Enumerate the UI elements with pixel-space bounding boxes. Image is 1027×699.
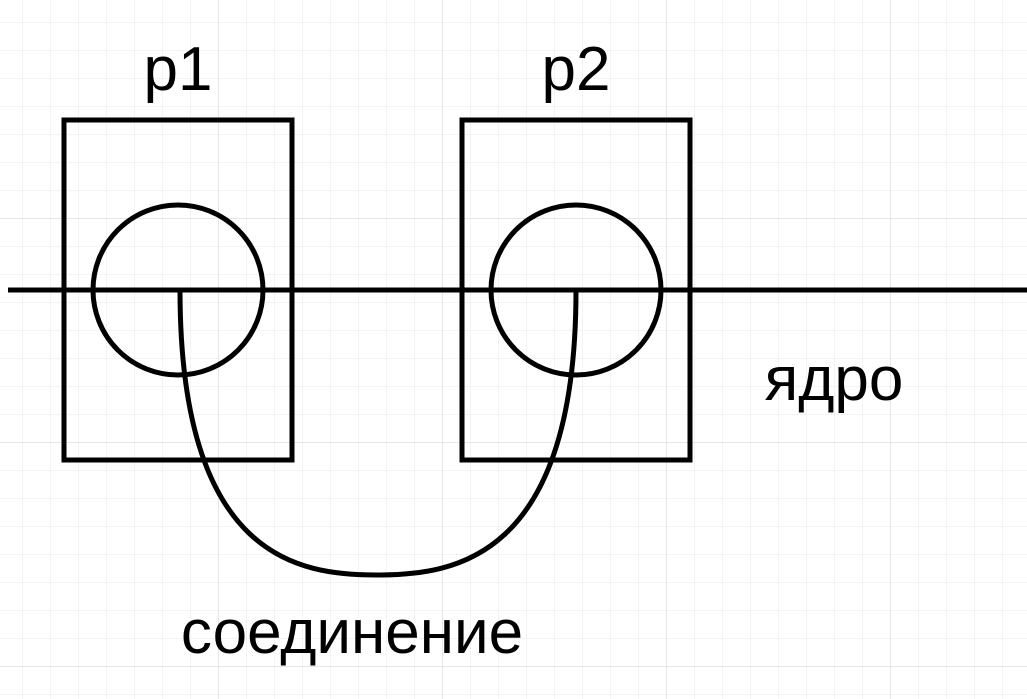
connection-label: соединение — [181, 598, 523, 667]
kernel-label: ядро — [765, 345, 904, 414]
connection-curve — [177, 289, 579, 578]
socket-p2-circle — [488, 202, 664, 378]
process-p1-label: p1 — [144, 35, 213, 104]
socket-p1-circle — [90, 202, 266, 378]
process-p2-label: p2 — [542, 35, 611, 104]
